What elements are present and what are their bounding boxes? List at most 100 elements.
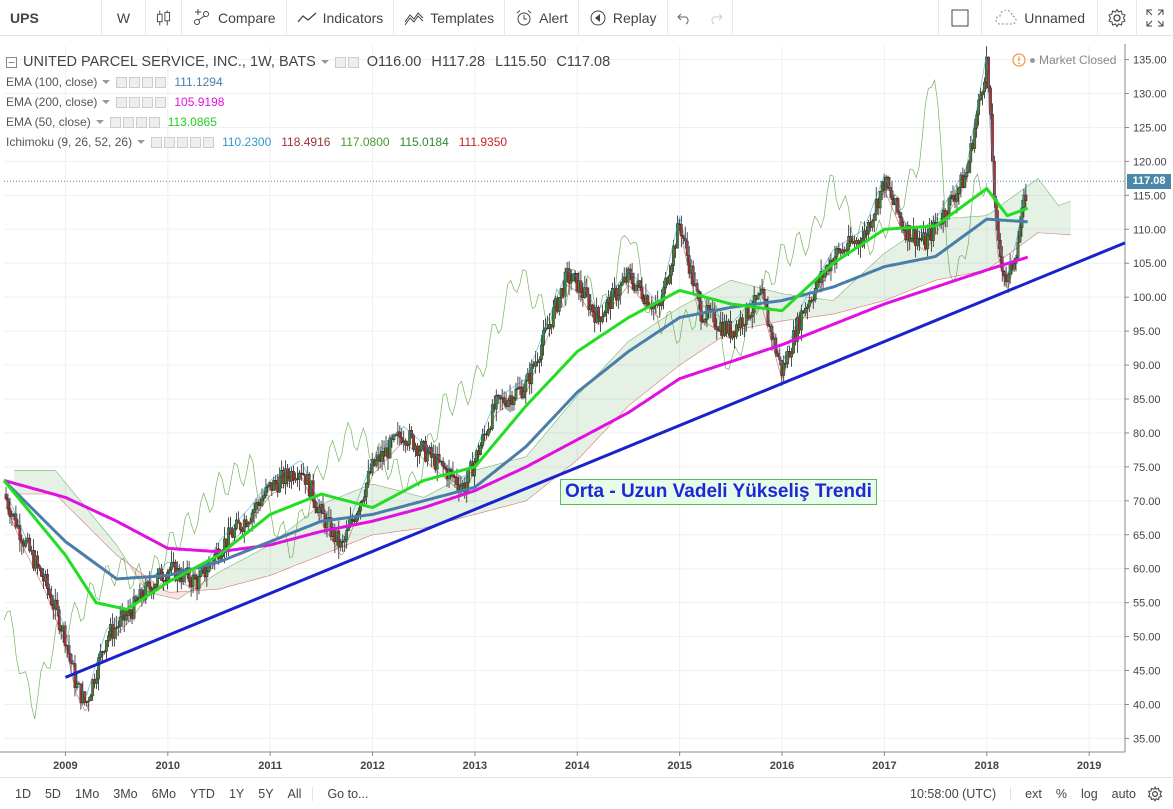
candle-body xyxy=(266,485,270,488)
ema50-controls[interactable] xyxy=(109,116,162,128)
candle-body xyxy=(246,523,250,527)
ichimoku-cloud-segment xyxy=(599,367,604,437)
ichimoku-cloud-segment xyxy=(882,251,887,302)
ichimoku-cloud-segment xyxy=(243,556,248,583)
expand-button[interactable] xyxy=(1137,0,1173,36)
ext-toggle[interactable]: ext xyxy=(1010,786,1049,801)
candle-body xyxy=(494,395,498,410)
price-tick-label: 80.00 xyxy=(1133,428,1161,440)
ichimoku-cloud-segment xyxy=(304,513,310,562)
ichimoku-cloud-segment xyxy=(370,484,375,536)
ema200-controls[interactable] xyxy=(116,96,168,108)
goto-button[interactable]: Go to... xyxy=(312,786,375,801)
ichimoku-cloud-segment xyxy=(419,496,424,529)
undo-button[interactable] xyxy=(668,0,700,36)
series-menu-caret[interactable] xyxy=(320,60,329,64)
ichimoku-menu-caret[interactable] xyxy=(137,140,146,144)
alarm-clock-icon xyxy=(516,9,532,25)
range-1y[interactable]: 1Y xyxy=(228,786,245,801)
log-toggle[interactable]: log xyxy=(1080,786,1098,801)
interval-button[interactable]: W xyxy=(102,0,146,36)
ichimoku-cloud-segment xyxy=(554,417,559,479)
candle-body xyxy=(837,248,841,251)
candle-body xyxy=(256,502,260,505)
price-chart[interactable]: 35.00 40.00 45.00 50.00 55.00 60.00 65.00 70.00… xyxy=(0,44,1173,776)
alert-button[interactable]: Alert xyxy=(505,0,579,36)
ichimoku-cloud-segment xyxy=(100,525,105,543)
ichimoku-cloud-segment xyxy=(919,227,924,287)
ichimoku-cloud-segment xyxy=(1062,202,1067,235)
range-1d[interactable]: 1D xyxy=(15,786,31,801)
series-controls[interactable] xyxy=(334,56,361,68)
candle-body xyxy=(112,628,116,639)
symbol-search[interactable]: UPS xyxy=(0,0,102,36)
range-all[interactable]: All xyxy=(287,786,302,801)
settings-button[interactable] xyxy=(1098,0,1137,36)
ichimoku-cloud-segment xyxy=(980,215,985,272)
ichimoku-cloud-segment xyxy=(968,216,973,274)
price-tick-label: 65.00 xyxy=(1133,530,1161,542)
candle-body xyxy=(481,434,484,446)
chart-type-button[interactable] xyxy=(146,0,182,36)
ichimoku-cloud-segment xyxy=(583,384,588,454)
ichimoku-cloud-segment xyxy=(276,536,281,574)
indicators-button[interactable]: Indicators xyxy=(287,0,395,36)
ichimoku-cloud-segment xyxy=(608,358,613,428)
candle-body xyxy=(488,428,492,431)
ichimoku-cloud-segment xyxy=(472,469,477,515)
candle-body xyxy=(898,212,902,219)
fullscreen-toggle[interactable] xyxy=(938,0,983,36)
candle-body xyxy=(1016,242,1020,258)
candle-body xyxy=(238,523,242,531)
ema100-menu-caret[interactable] xyxy=(102,80,111,84)
templates-icon xyxy=(404,11,424,25)
ichimoku-cloud-segment xyxy=(173,591,179,600)
candle-body xyxy=(567,268,571,284)
ichimoku-controls[interactable] xyxy=(151,136,216,148)
range-3mo[interactable]: 3Mo xyxy=(113,786,138,801)
compare-button[interactable]: Compare xyxy=(182,0,287,36)
auto-toggle[interactable]: auto xyxy=(1111,786,1136,801)
price-tick-label: 95.00 xyxy=(1133,326,1161,338)
ichimoku-cloud-segment xyxy=(452,480,457,521)
time-display[interactable]: 10:58:00 (UTC) xyxy=(910,786,997,801)
candle-body xyxy=(118,616,122,627)
ema200-menu-caret[interactable] xyxy=(102,100,111,104)
ichimoku-cloud-segment xyxy=(534,442,539,495)
range-6mo[interactable]: 6Mo xyxy=(151,786,176,801)
ema50-menu-caret[interactable] xyxy=(95,120,104,124)
ichimoku-cloud-segment xyxy=(296,520,301,565)
ichimoku-cloud-segment xyxy=(231,563,236,586)
candle-body xyxy=(973,128,977,149)
replay-button[interactable]: Replay xyxy=(579,0,668,36)
candle-body xyxy=(435,453,439,470)
ichimoku-cloud-segment xyxy=(902,238,907,294)
templates-button[interactable]: Templates xyxy=(394,0,506,36)
time-tick-label: 2009 xyxy=(53,760,77,772)
market-status[interactable]: Market Closed xyxy=(1012,53,1116,67)
gear-icon[interactable] xyxy=(1147,785,1163,802)
range-5d[interactable]: 5D xyxy=(44,786,61,801)
range-ytd[interactable]: YTD xyxy=(189,786,215,801)
ichimoku-cloud-segment xyxy=(493,464,498,510)
ichimoku-cloud-segment xyxy=(857,273,862,308)
candle-body xyxy=(1024,194,1028,201)
layout-name-button[interactable]: Unnamed xyxy=(982,0,1098,36)
ema100-controls[interactable] xyxy=(116,76,168,88)
range-1mo[interactable]: 1Mo xyxy=(74,786,100,801)
candle-body xyxy=(514,388,518,399)
market-status-label: Market Closed xyxy=(1039,53,1117,67)
trend-annotation[interactable]: Orta - Uzun Vadeli Yükseliş Trendi xyxy=(560,479,877,505)
candle-body xyxy=(148,581,152,589)
percent-toggle[interactable]: % xyxy=(1055,786,1067,801)
ichimoku-cloud-segment xyxy=(579,389,584,458)
candle-body xyxy=(870,220,874,228)
collapse-icon[interactable] xyxy=(6,56,17,68)
range-5y[interactable]: 5Y xyxy=(258,786,274,801)
candle-body xyxy=(900,217,904,227)
bottom-toolbar: 1D 5D 1Mo 3Mo 6Mo YTD 1Y 5Y All Go to...… xyxy=(0,777,1173,809)
candle-body xyxy=(425,452,429,462)
ichimoku-cloud-segment xyxy=(669,311,674,374)
ichimoku-cloud-segment xyxy=(259,548,265,579)
redo-button[interactable] xyxy=(700,0,733,36)
